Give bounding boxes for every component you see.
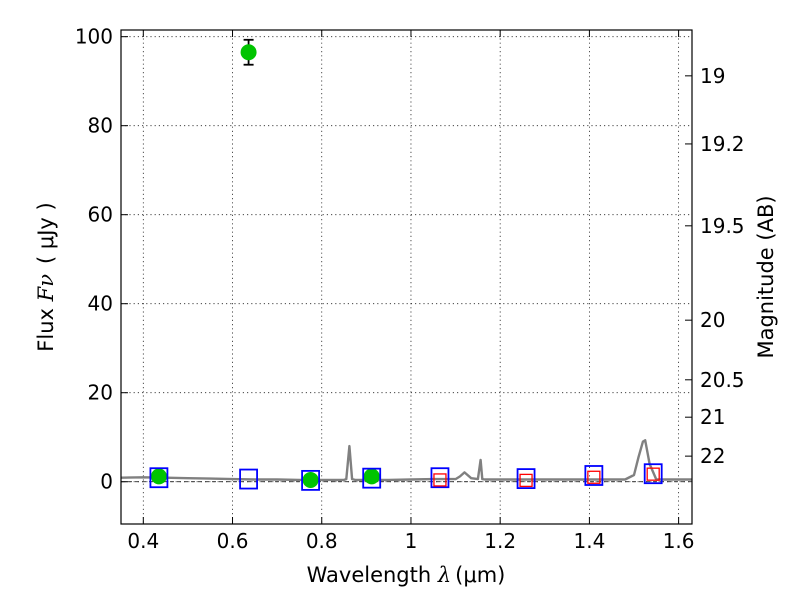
observed-flux-point	[363, 468, 380, 485]
model-flux-square	[149, 467, 169, 489]
observed-flux-point	[150, 468, 167, 485]
model-flux-square	[301, 469, 320, 491]
model-spectrum-line	[120, 439, 692, 482]
y2-tick-label: 19.2	[700, 132, 745, 156]
y-tick-label: 0	[100, 470, 113, 494]
y-tick-label: 20	[88, 381, 113, 405]
x-tick-label: 1.2	[484, 529, 516, 553]
plot-frame	[120, 29, 693, 525]
model-flux-square	[239, 468, 258, 490]
alt-model-flux-square	[433, 473, 447, 487]
y-tick-label: 40	[88, 292, 113, 316]
x-tick-label: 0.4	[127, 529, 159, 553]
alt-model-flux-square	[519, 473, 533, 488]
model-flux-square	[516, 468, 536, 490]
alt-model-flux-square	[646, 467, 660, 481]
y2-tick-label: 19	[700, 64, 725, 88]
model-flux-square	[643, 463, 663, 485]
x-tick-label: 1	[405, 529, 418, 553]
x-tick-label: 0.6	[217, 529, 249, 553]
grid	[121, 30, 692, 524]
alt-model-flux-square	[587, 470, 601, 484]
model-spectrum	[120, 439, 692, 482]
y2-tick-label: 20.5	[700, 368, 745, 392]
x-tick-label: 1.4	[573, 529, 605, 553]
y2-tick-label: 21	[700, 405, 725, 429]
y2-tick-label: 22	[700, 444, 725, 468]
observed-flux-point	[240, 44, 257, 61]
y-tick-label: 80	[88, 114, 113, 138]
photometry-markers	[149, 38, 663, 491]
observed-flux-point	[302, 471, 319, 488]
model-flux-square	[584, 465, 604, 486]
y2-tick-label: 20	[700, 308, 725, 332]
y-axis-label: Flux Fν( μJy )	[34, 202, 58, 351]
x-tick-label: 1.6	[663, 529, 695, 553]
y2-axis-label: Magnitude (AB)	[754, 195, 778, 358]
y-axis-ticks: 0 20 40 60 80 100	[75, 25, 128, 494]
y-tick-label: 60	[88, 203, 113, 227]
x-tick-label: 0.8	[306, 529, 338, 553]
y-tick-label: 100	[75, 25, 113, 49]
y2-tick-label: 19.5	[700, 214, 745, 238]
model-flux-square	[430, 467, 450, 489]
model-flux-square	[362, 467, 382, 489]
x-axis-ticks: 0.4 0.6 0.8 1 1.2 1.4 1.6	[127, 30, 695, 553]
y2-axis-ticks: 19 19.2 19.5 20 20.5 21 22	[685, 64, 745, 468]
x-axis-label: Wavelength λ (μm)	[307, 563, 506, 587]
